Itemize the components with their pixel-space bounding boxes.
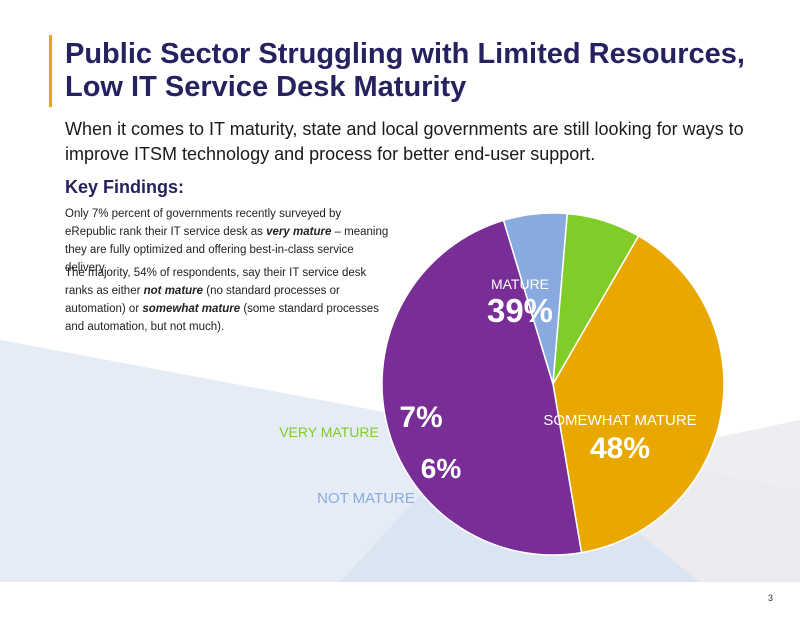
title-line-1: Public Sector Struggling with Limited Re… <box>65 38 745 70</box>
pie-category-label-very-mature: VERY MATURE <box>279 424 379 440</box>
pie-slice-very-mature <box>552 212 640 385</box>
p1-text-end: – meaning they are fully optimized and o… <box>65 226 389 274</box>
finding-paragraph-1: Only 7% percent of governments recently … <box>65 205 395 277</box>
key-findings-heading: Key Findings: <box>65 177 185 197</box>
finding-paragraph-2: The majority, 54% of respondents, say th… <box>65 264 395 336</box>
p2-text-start: The majority, 54% of respondents, say th… <box>65 267 367 297</box>
p2-text-end: (some standard processes and automation,… <box>65 303 379 333</box>
p2-emphasis-2: somewhat mature <box>142 303 241 315</box>
pie-value-label-not-mature: 6% <box>421 453 462 484</box>
pie-slice-somewhat-mature <box>381 219 583 556</box>
title-line-2: Low IT Service Desk Maturity <box>65 71 467 103</box>
page-number: 3 <box>767 593 773 603</box>
pie-category-label-somewhat-mature: SOMEWHAT MATURE <box>543 412 696 429</box>
p2-text-mid: (no standard processes or automation) or <box>65 285 340 315</box>
p2-emphasis-1: not mature <box>143 285 204 297</box>
pie-value-label-mature: 39% <box>487 292 553 329</box>
pie-value-label-somewhat-mature: 48% <box>590 432 650 465</box>
page-subtitle: When it comes to IT maturity, state and … <box>65 119 744 164</box>
pie-slice-mature <box>552 234 725 554</box>
pie-value-label-very-mature: 7% <box>399 401 442 434</box>
title-accent-bar <box>49 35 52 107</box>
page-title: Public Sector Struggling with Limited Re… <box>65 38 765 104</box>
pie-category-label-mature: MATURE <box>491 276 549 292</box>
p1-text-start: Only 7% percent of governments recently … <box>65 208 342 238</box>
p1-emphasis: very mature <box>266 226 332 238</box>
pie-category-label-not-mature: NOT MATURE <box>317 490 415 507</box>
